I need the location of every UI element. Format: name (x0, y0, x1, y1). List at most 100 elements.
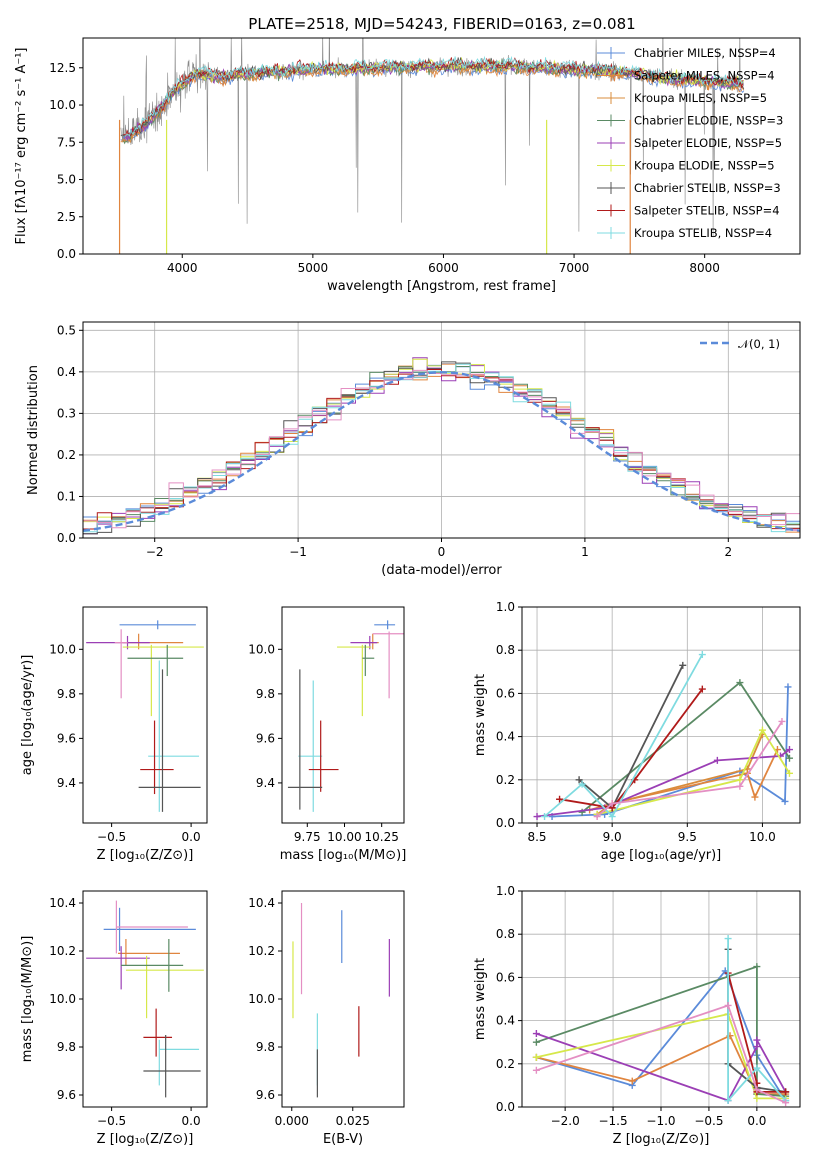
age-vs-metallicity-panel: −0.5 0.0 9.4 9.6 9.8 10.0 Z [log₁₀(Z/Z⊙)] age [… (20, 606, 208, 863)
x-tick-label: 8.5 (527, 830, 546, 844)
mass-weight-marker (608, 813, 616, 821)
figure-title: PLATE=2518, MJD=54243, FIBERID=0163, z=0… (248, 15, 635, 33)
x-tick-label: 10.25 (365, 830, 399, 844)
y-tick-label: 10.2 (248, 944, 275, 958)
legend-entry: Kroupa MILES, NSSP=5 (634, 91, 767, 105)
y-tick-label: 10.4 (248, 896, 275, 910)
mass-weight-marker (753, 1036, 761, 1044)
mass-weight-marker (782, 1099, 790, 1107)
legend-entry: Kroupa STELIB, NSSP=4 (634, 226, 772, 240)
mass-weight-marker (541, 813, 549, 821)
x-axis-label: (data-model)/error (381, 563, 502, 578)
mass-weight-marker (782, 1088, 790, 1096)
x-axis-label: wavelength [Angstrom, rest frame] (327, 279, 556, 294)
mass-weight-marker (785, 769, 793, 777)
y-tick-label: 7.5 (57, 135, 76, 149)
x-axis-label: age [log₁₀(age/yr)] (601, 848, 722, 863)
y-tick-label: 10.0 (248, 642, 275, 656)
x-tick-label: −2.0 (551, 1114, 580, 1128)
mass-weight-line (536, 1013, 786, 1100)
axes-frame (82, 321, 801, 539)
x-axis-label: E(B-V) (323, 1132, 363, 1147)
x-tick-label: 0.0 (747, 1114, 766, 1128)
y-tick-label: 0.0 (57, 531, 76, 545)
y-tick-label: 0.4 (496, 1014, 515, 1028)
mass-weight-line (543, 654, 704, 819)
mass-weight-marker (751, 793, 759, 801)
mass-weight-marker (533, 813, 541, 821)
x-tick-label: 9.5 (678, 830, 697, 844)
y-tick-label: 10.0 (49, 642, 76, 656)
x-tick-label: 0.0 (182, 830, 201, 844)
mass-weight-marker (785, 754, 793, 762)
mass-weight-marker (679, 661, 687, 669)
mass-weight-marker (578, 780, 586, 788)
y-axis-label: Flux [fλ10⁻¹⁷ erg cm⁻² s⁻¹ A⁻¹] (14, 48, 29, 245)
y-tick-label: 0.2 (496, 1057, 515, 1071)
y-tick-label: 0.0 (496, 1100, 515, 1114)
plot-area (533, 651, 793, 821)
x-tick-label: 2 (724, 545, 732, 559)
legend-entry: Kroupa ELODIE, NSSP=5 (634, 159, 775, 173)
y-tick-label: 12.5 (49, 61, 76, 75)
y-tick-label: 9.8 (57, 687, 76, 701)
mass-weight-line (536, 965, 786, 1098)
y-tick-label: 0.3 (57, 406, 76, 420)
mass-weight-marker (628, 1077, 636, 1085)
legend-entry: Salpeter MILES, NSSP=4 (634, 69, 775, 83)
mass-weight-marker (736, 776, 744, 784)
x-tick-label: 10.0 (749, 830, 776, 844)
mass-weight-marker (724, 1001, 732, 1009)
mass-weight-marker (593, 813, 601, 821)
grid-lines (83, 322, 800, 539)
x-tick-label: 9.0 (603, 830, 622, 844)
x-tick-label: 4000 (167, 261, 198, 275)
y-tick-label: 0.1 (57, 489, 76, 503)
axes-frame (521, 890, 801, 1108)
y-tick-label: 9.8 (57, 1040, 76, 1054)
y-tick-label: 0.4 (496, 730, 515, 744)
y-tick-label: 10.0 (248, 992, 275, 1006)
axes-frame (82, 37, 801, 255)
y-axis-label: age [log₁₀(age/yr)] (20, 655, 35, 776)
y-tick-label: 10.0 (49, 992, 76, 1006)
mass-weight-line (596, 721, 783, 818)
x-tick-label: 8000 (689, 261, 720, 275)
massweight-vs-age-panel: 8.5 9.0 9.5 10.0 0.0 0.2 0.4 0.6 0.8 1.0 age [log₁… (473, 600, 801, 863)
legend-entry: Chabrier MILES, NSSP=4 (634, 46, 776, 60)
y-tick-label: 0.0 (57, 247, 76, 261)
x-tick-label: −1.0 (646, 1114, 675, 1128)
y-tick-label: 9.6 (57, 1088, 76, 1102)
mass-vs-ebv-panel: 0.000 0.025 9.6 9.8 10.0 10.2 10.4 E(B-V) (248, 890, 405, 1147)
y-tick-label: 9.6 (57, 731, 76, 745)
mass-weight-marker (785, 746, 793, 754)
y-tick-label: 9.8 (256, 687, 275, 701)
legend-entry: Chabrier ELODIE, NSSP=3 (634, 114, 783, 128)
y-tick-label: 1.0 (496, 884, 515, 898)
x-tick-label: 7000 (559, 261, 590, 275)
y-tick-label: 0.4 (57, 365, 76, 379)
x-tick-label: 0.000 (275, 1114, 309, 1128)
mass-weight-marker (575, 776, 583, 784)
x-tick-label: −1 (289, 545, 307, 559)
mass-weight-marker (556, 795, 564, 803)
y-axis-label: mass [log₁₀(M/M⊙)] (20, 936, 35, 1063)
y-axis-label: mass weight (473, 958, 488, 1040)
y-tick-label: 10.0 (49, 98, 76, 112)
y-tick-label: 9.8 (256, 1040, 275, 1054)
mass-weight-marker (698, 651, 706, 659)
x-tick-label: −1.5 (598, 1114, 627, 1128)
x-tick-label: −0.5 (97, 1114, 126, 1128)
mass-vs-metallicity-panel: −0.5 0.0 9.6 9.8 10.0 10.2 10.4 Z [log₁₀(Z/Z⊙)]… (20, 890, 208, 1147)
axes-frame (82, 606, 208, 824)
y-tick-label: 9.6 (256, 731, 275, 745)
plot-area (532, 935, 790, 1107)
mass-weight-marker (753, 1043, 761, 1051)
y-tick-label: 0.5 (57, 323, 76, 337)
mass-weight-line (596, 728, 791, 816)
y-tick-label: 9.4 (256, 776, 275, 790)
y-tick-label: 10.4 (49, 896, 76, 910)
mass-weight-marker (608, 800, 616, 808)
mass-weight-marker (778, 717, 786, 725)
x-tick-label: 1 (581, 545, 589, 559)
